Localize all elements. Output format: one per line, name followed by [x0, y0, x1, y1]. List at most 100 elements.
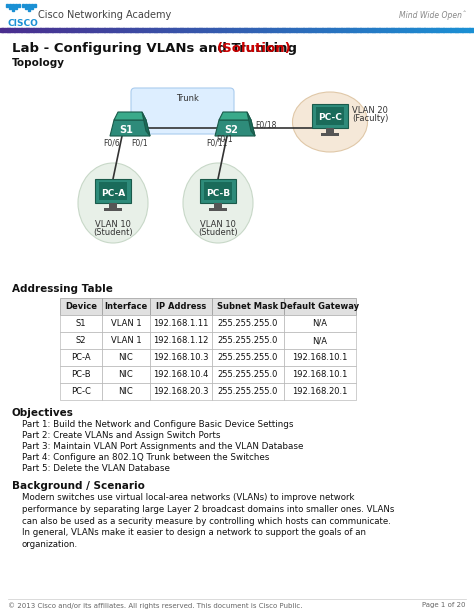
Bar — [284, 383, 356, 400]
Bar — [422, 28, 425, 32]
Bar — [284, 332, 356, 349]
Bar — [457, 28, 460, 32]
Bar — [460, 28, 463, 32]
Text: PC-C: PC-C — [71, 387, 91, 396]
Bar — [242, 28, 245, 32]
Bar — [118, 28, 121, 32]
Bar — [218, 28, 221, 32]
Bar — [116, 28, 119, 32]
Text: PC-A: PC-A — [71, 353, 91, 362]
Bar — [448, 28, 451, 32]
Bar — [128, 28, 131, 32]
Bar — [204, 182, 232, 200]
Text: PC-B: PC-B — [71, 370, 91, 379]
Bar — [60, 349, 102, 366]
Bar — [15, 4, 17, 9]
Bar — [102, 332, 150, 349]
Text: N/A: N/A — [312, 336, 328, 345]
Bar — [472, 28, 474, 32]
Bar — [289, 28, 292, 32]
Ellipse shape — [78, 163, 148, 243]
Bar — [171, 28, 173, 32]
Bar — [469, 28, 472, 32]
Bar — [28, 28, 31, 32]
Text: NIC: NIC — [118, 370, 133, 379]
Bar — [19, 28, 22, 32]
Bar — [225, 28, 228, 32]
Bar — [43, 28, 46, 32]
Bar — [200, 179, 236, 203]
Bar — [372, 28, 375, 32]
Bar — [145, 28, 147, 32]
Bar — [391, 28, 394, 32]
Text: VLAN 10: VLAN 10 — [200, 220, 236, 229]
Bar — [83, 28, 86, 32]
Bar — [312, 104, 348, 128]
Text: VLAN 1: VLAN 1 — [111, 336, 141, 345]
Bar — [270, 28, 273, 32]
Bar — [455, 28, 458, 32]
Text: Page 1 of 20: Page 1 of 20 — [422, 602, 466, 608]
Text: 255.255.255.0: 255.255.255.0 — [218, 336, 278, 345]
Text: F0/18: F0/18 — [255, 121, 276, 129]
Bar — [12, 4, 14, 11]
Text: © 2013 Cisco and/or its affiliates. All rights reserved. This document is Cisco : © 2013 Cisco and/or its affiliates. All … — [8, 602, 302, 609]
Text: (Faculty): (Faculty) — [352, 114, 388, 123]
Bar — [7, 28, 10, 32]
Bar — [316, 107, 344, 125]
Bar — [384, 28, 387, 32]
Bar — [123, 28, 126, 32]
Bar — [187, 28, 190, 32]
Text: PC-B: PC-B — [206, 189, 230, 197]
Bar — [0, 28, 3, 32]
Bar — [137, 28, 140, 32]
Bar — [367, 28, 370, 32]
Text: NIC: NIC — [118, 353, 133, 362]
Bar — [230, 28, 233, 32]
Bar — [135, 28, 138, 32]
Text: Part 2: Create VLANs and Assign Switch Ports: Part 2: Create VLANs and Assign Switch P… — [22, 431, 220, 440]
Bar — [220, 28, 223, 32]
Bar — [453, 28, 456, 32]
Bar — [334, 28, 337, 32]
Bar — [332, 28, 335, 32]
Bar — [121, 28, 124, 32]
Bar — [346, 28, 349, 32]
Bar — [38, 28, 41, 32]
Bar — [292, 28, 294, 32]
Bar — [159, 28, 162, 32]
Bar — [419, 28, 422, 32]
Text: F0/11: F0/11 — [206, 138, 228, 147]
Bar — [325, 28, 328, 32]
Bar — [126, 28, 128, 32]
Bar — [348, 28, 351, 32]
Bar — [254, 28, 256, 32]
Bar — [156, 28, 159, 32]
Bar — [393, 28, 396, 32]
Bar — [52, 28, 55, 32]
Bar — [31, 28, 34, 32]
Text: Subnet Mask: Subnet Mask — [218, 302, 279, 311]
Text: 192.168.20.1: 192.168.20.1 — [292, 387, 348, 396]
Text: Default Gateway: Default Gateway — [281, 302, 360, 311]
Bar — [69, 28, 72, 32]
Bar — [50, 28, 53, 32]
Bar — [212, 332, 284, 349]
Bar — [185, 28, 188, 32]
Bar — [60, 298, 102, 315]
Bar — [104, 208, 122, 211]
Bar — [441, 28, 444, 32]
Text: VLAN 20: VLAN 20 — [352, 106, 388, 115]
Bar — [212, 315, 284, 332]
Text: S2: S2 — [76, 336, 86, 345]
Bar — [284, 28, 287, 32]
Bar — [66, 28, 69, 32]
Bar — [78, 28, 81, 32]
Bar — [296, 28, 299, 32]
Bar — [60, 383, 102, 400]
Bar — [249, 28, 252, 32]
Bar — [161, 28, 164, 32]
Bar — [344, 28, 346, 32]
Text: PC-A: PC-A — [101, 189, 125, 197]
Bar — [152, 28, 155, 32]
